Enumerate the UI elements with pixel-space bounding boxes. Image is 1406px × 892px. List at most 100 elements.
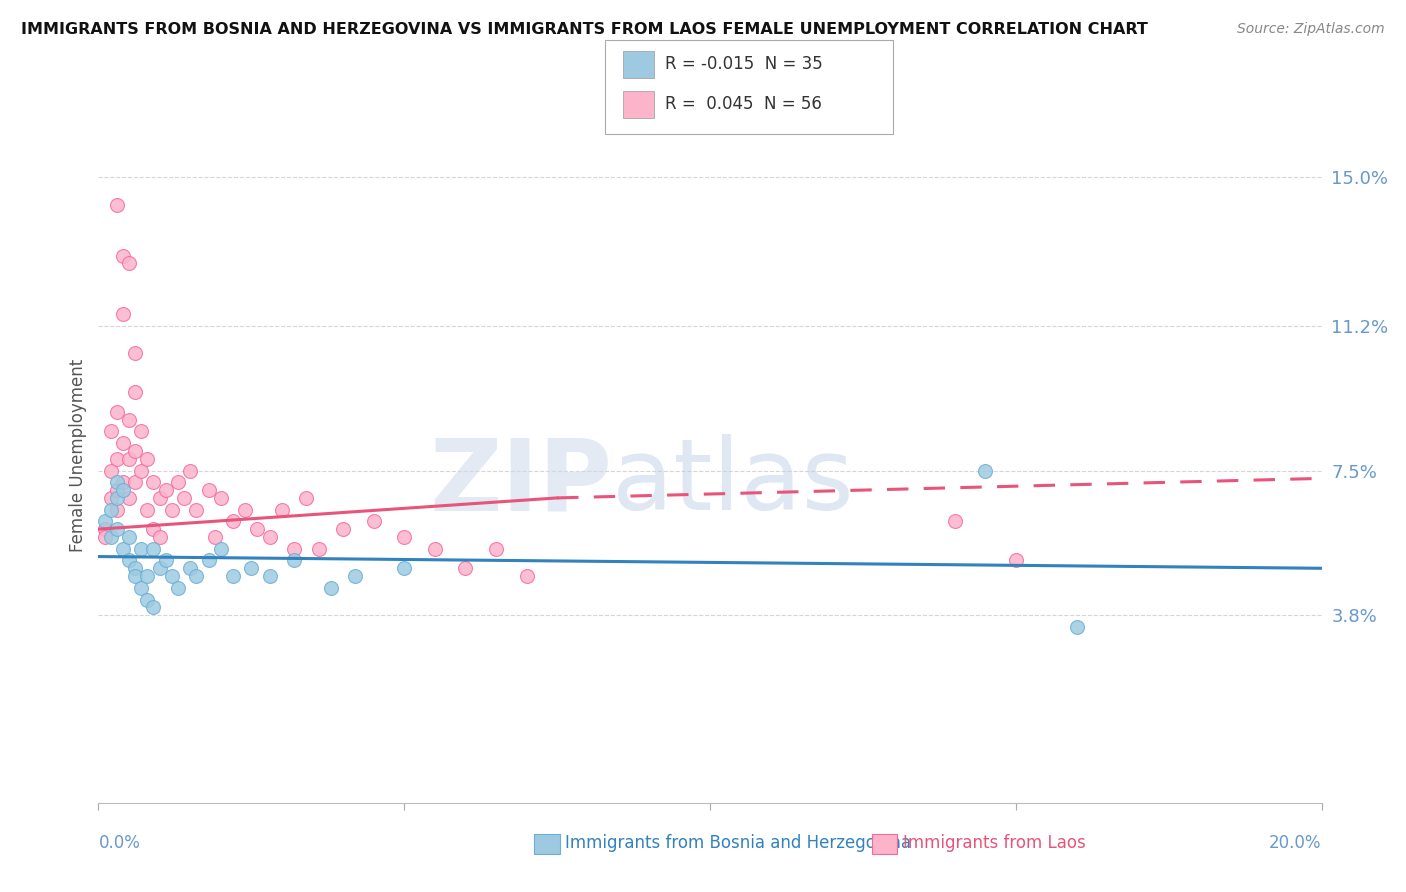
Point xyxy=(283,541,305,556)
Point xyxy=(111,307,134,321)
Point xyxy=(149,530,172,544)
Point xyxy=(129,581,152,595)
Point xyxy=(111,475,134,490)
Point xyxy=(105,198,128,212)
Point xyxy=(142,541,165,556)
Point xyxy=(295,491,318,505)
Point xyxy=(136,451,159,466)
Point xyxy=(105,491,128,505)
Point xyxy=(423,541,446,556)
Point xyxy=(136,569,159,583)
Point xyxy=(160,502,183,516)
Point xyxy=(179,561,201,575)
Point xyxy=(142,475,165,490)
Point xyxy=(105,405,128,419)
Point xyxy=(149,561,172,575)
Point xyxy=(105,483,128,497)
Point xyxy=(105,451,128,466)
Text: atlas: atlas xyxy=(612,434,853,532)
Point xyxy=(142,600,165,615)
Point xyxy=(111,541,134,556)
Point xyxy=(283,553,305,567)
Point xyxy=(259,569,281,583)
Point xyxy=(136,592,159,607)
Y-axis label: Female Unemployment: Female Unemployment xyxy=(69,359,87,551)
Point xyxy=(167,581,190,595)
Point xyxy=(259,530,281,544)
Point xyxy=(124,385,146,400)
Text: Immigrants from Laos: Immigrants from Laos xyxy=(903,834,1085,852)
Point xyxy=(100,502,122,516)
Point xyxy=(105,522,128,536)
Text: Source: ZipAtlas.com: Source: ZipAtlas.com xyxy=(1237,22,1385,37)
Point xyxy=(124,346,146,360)
Point xyxy=(319,581,342,595)
Point xyxy=(173,491,195,505)
Point xyxy=(167,475,190,490)
Point xyxy=(118,553,141,567)
Point xyxy=(118,530,141,544)
Point xyxy=(209,541,232,556)
Point xyxy=(485,541,508,556)
Point xyxy=(118,491,141,505)
Point xyxy=(136,502,159,516)
Point xyxy=(209,491,232,505)
Text: 0.0%: 0.0% xyxy=(98,834,141,852)
Point xyxy=(124,475,146,490)
Point xyxy=(363,514,385,528)
Point xyxy=(186,502,208,516)
Point xyxy=(100,530,122,544)
Point xyxy=(124,444,146,458)
Point xyxy=(344,569,367,583)
Point xyxy=(118,451,141,466)
Point xyxy=(240,561,263,575)
Point xyxy=(124,561,146,575)
Point xyxy=(246,522,269,536)
Point xyxy=(100,491,122,505)
Point xyxy=(204,530,226,544)
Point xyxy=(1066,620,1088,634)
Text: IMMIGRANTS FROM BOSNIA AND HERZEGOVINA VS IMMIGRANTS FROM LAOS FEMALE UNEMPLOYME: IMMIGRANTS FROM BOSNIA AND HERZEGOVINA V… xyxy=(21,22,1147,37)
Point xyxy=(100,425,122,439)
Text: ZIP: ZIP xyxy=(429,434,612,532)
Point xyxy=(179,464,201,478)
Point xyxy=(129,425,152,439)
Text: R = -0.015  N = 35: R = -0.015 N = 35 xyxy=(665,55,823,73)
Point xyxy=(93,522,115,536)
Point xyxy=(129,541,152,556)
Point xyxy=(118,413,141,427)
Point xyxy=(142,522,165,536)
Point xyxy=(155,553,177,567)
Point xyxy=(222,514,245,528)
Point xyxy=(332,522,354,536)
Point xyxy=(149,491,172,505)
Point xyxy=(118,256,141,270)
Point xyxy=(454,561,477,575)
Point xyxy=(100,464,122,478)
Point xyxy=(111,436,134,450)
Point xyxy=(111,249,134,263)
Point xyxy=(516,569,538,583)
Point xyxy=(222,569,245,583)
Point xyxy=(392,530,416,544)
Point xyxy=(93,514,115,528)
Point xyxy=(105,502,128,516)
Point xyxy=(155,483,177,497)
Point xyxy=(1004,553,1026,567)
Point xyxy=(270,502,292,516)
Point xyxy=(93,530,115,544)
Point xyxy=(233,502,256,516)
Point xyxy=(129,464,152,478)
Text: Immigrants from Bosnia and Herzegovina: Immigrants from Bosnia and Herzegovina xyxy=(565,834,911,852)
Text: R =  0.045  N = 56: R = 0.045 N = 56 xyxy=(665,95,823,113)
Text: 20.0%: 20.0% xyxy=(1270,834,1322,852)
Point xyxy=(974,464,997,478)
Point xyxy=(111,483,134,497)
Point xyxy=(197,483,219,497)
Point xyxy=(392,561,416,575)
Point xyxy=(186,569,208,583)
Point xyxy=(105,475,128,490)
Point xyxy=(160,569,183,583)
Point xyxy=(943,514,966,528)
Point xyxy=(124,569,146,583)
